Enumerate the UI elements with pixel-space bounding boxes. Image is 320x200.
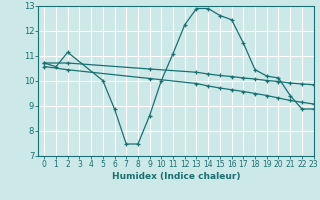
X-axis label: Humidex (Indice chaleur): Humidex (Indice chaleur) <box>112 172 240 181</box>
